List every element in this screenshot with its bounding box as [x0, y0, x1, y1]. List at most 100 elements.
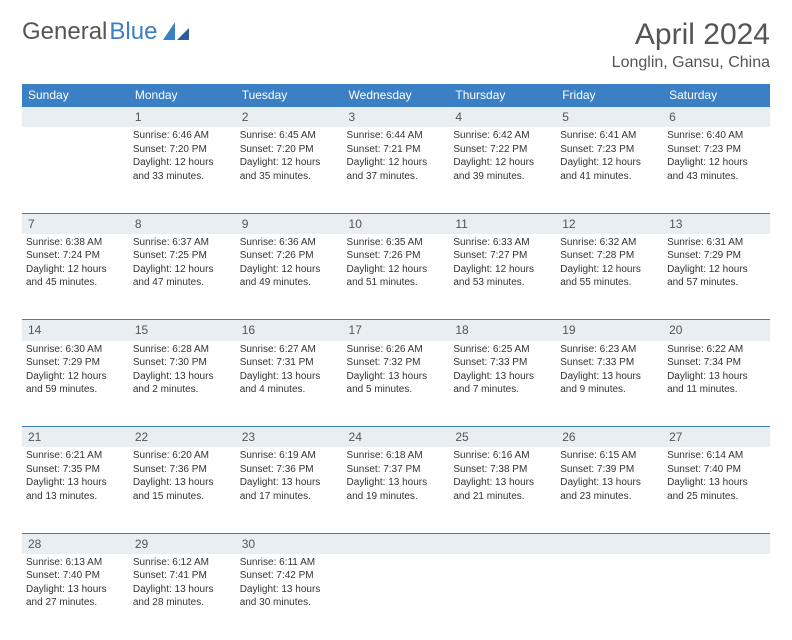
day-cell: Sunrise: 6:38 AMSunset: 7:24 PMDaylight:… [22, 234, 129, 320]
day-cell: Sunrise: 6:15 AMSunset: 7:39 PMDaylight:… [556, 447, 663, 533]
day-detail-line: Sunrise: 6:36 AM [240, 236, 339, 250]
weekday-header: Tuesday [236, 84, 343, 107]
day-number [556, 533, 663, 554]
day-number: 22 [129, 427, 236, 448]
day-cell: Sunrise: 6:45 AMSunset: 7:20 PMDaylight:… [236, 127, 343, 213]
day-number: 11 [449, 213, 556, 234]
day-detail-line: Sunrise: 6:22 AM [667, 343, 766, 357]
day-number: 10 [343, 213, 450, 234]
day-number: 25 [449, 427, 556, 448]
day-detail-line: Daylight: 13 hours [453, 370, 552, 384]
daynum-row: 123456 [22, 107, 770, 128]
day-detail-line: Sunset: 7:21 PM [347, 143, 446, 157]
day-cell [343, 554, 450, 640]
weekday-header: Thursday [449, 84, 556, 107]
day-detail-line: Daylight: 12 hours [667, 156, 766, 170]
day-cell: Sunrise: 6:21 AMSunset: 7:35 PMDaylight:… [22, 447, 129, 533]
day-number: 1 [129, 107, 236, 128]
day-detail-line: and 11 minutes. [667, 383, 766, 397]
day-detail-line: Daylight: 12 hours [133, 156, 232, 170]
logo-text-general: General [22, 18, 107, 46]
day-detail-line: Sunset: 7:26 PM [240, 249, 339, 263]
day-detail-line: Sunrise: 6:20 AM [133, 449, 232, 463]
day-detail-line: Sunrise: 6:35 AM [347, 236, 446, 250]
day-content-row: Sunrise: 6:30 AMSunset: 7:29 PMDaylight:… [22, 341, 770, 427]
day-detail-line: Daylight: 13 hours [26, 476, 125, 490]
day-cell: Sunrise: 6:13 AMSunset: 7:40 PMDaylight:… [22, 554, 129, 640]
day-detail-line: Sunset: 7:28 PM [560, 249, 659, 263]
day-number: 26 [556, 427, 663, 448]
day-detail-line: Sunrise: 6:30 AM [26, 343, 125, 357]
day-detail-line: Sunset: 7:36 PM [133, 463, 232, 477]
day-detail-line: and 55 minutes. [560, 276, 659, 290]
day-detail-line: and 59 minutes. [26, 383, 125, 397]
calendar-table: Sunday Monday Tuesday Wednesday Thursday… [22, 84, 770, 640]
day-detail-line: Daylight: 12 hours [347, 156, 446, 170]
weekday-header: Friday [556, 84, 663, 107]
location: Longlin, Gansu, China [612, 54, 770, 72]
day-detail-line: and 49 minutes. [240, 276, 339, 290]
day-cell [556, 554, 663, 640]
day-detail-line: Sunset: 7:20 PM [240, 143, 339, 157]
day-detail-line: and 17 minutes. [240, 490, 339, 504]
day-detail-line: Daylight: 13 hours [347, 476, 446, 490]
day-detail-line: and 28 minutes. [133, 596, 232, 610]
weekday-header: Saturday [663, 84, 770, 107]
day-detail-line: Daylight: 12 hours [26, 370, 125, 384]
day-detail-line: and 37 minutes. [347, 170, 446, 184]
day-detail-line: Sunset: 7:38 PM [453, 463, 552, 477]
day-detail-line: Sunrise: 6:16 AM [453, 449, 552, 463]
day-detail-line: Daylight: 13 hours [26, 583, 125, 597]
day-cell: Sunrise: 6:44 AMSunset: 7:21 PMDaylight:… [343, 127, 450, 213]
day-detail-line: and 15 minutes. [133, 490, 232, 504]
day-detail-line: Daylight: 13 hours [133, 583, 232, 597]
daynum-row: 282930 [22, 533, 770, 554]
day-cell: Sunrise: 6:14 AMSunset: 7:40 PMDaylight:… [663, 447, 770, 533]
day-detail-line: Daylight: 12 hours [560, 156, 659, 170]
day-detail-line: Sunrise: 6:26 AM [347, 343, 446, 357]
day-detail-line: and 35 minutes. [240, 170, 339, 184]
day-number: 27 [663, 427, 770, 448]
day-content-row: Sunrise: 6:13 AMSunset: 7:40 PMDaylight:… [22, 554, 770, 640]
day-number: 15 [129, 320, 236, 341]
day-cell: Sunrise: 6:28 AMSunset: 7:30 PMDaylight:… [129, 341, 236, 427]
day-cell [22, 127, 129, 213]
day-number: 5 [556, 107, 663, 128]
day-detail-line: and 21 minutes. [453, 490, 552, 504]
day-detail-line: Sunrise: 6:42 AM [453, 129, 552, 143]
day-detail-line: and 45 minutes. [26, 276, 125, 290]
day-number: 14 [22, 320, 129, 341]
day-detail-line: Sunrise: 6:31 AM [667, 236, 766, 250]
day-detail-line: and 39 minutes. [453, 170, 552, 184]
day-cell: Sunrise: 6:46 AMSunset: 7:20 PMDaylight:… [129, 127, 236, 213]
day-detail-line: Sunset: 7:35 PM [26, 463, 125, 477]
day-number: 29 [129, 533, 236, 554]
day-content-row: Sunrise: 6:46 AM Sunset: 7:20 PM Daylight:… [22, 127, 770, 213]
day-number: 23 [236, 427, 343, 448]
day-detail-line: Sunrise: 6:44 AM [347, 129, 446, 143]
day-number [663, 533, 770, 554]
weekday-header: Sunday [22, 84, 129, 107]
page-header: GeneralBlue April 2024 Longlin, Gansu, C… [22, 18, 770, 72]
day-cell: Sunrise: 6:23 AMSunset: 7:33 PMDaylight:… [556, 341, 663, 427]
day-cell: Sunrise: 6:37 AMSunset: 7:25 PMDaylight:… [129, 234, 236, 320]
day-detail-line: and 53 minutes. [453, 276, 552, 290]
day-number: 20 [663, 320, 770, 341]
day-cell: Sunrise: 6:22 AMSunset: 7:34 PMDaylight:… [663, 341, 770, 427]
day-detail-line: Sunrise: 6:11 AM [240, 556, 339, 570]
weekday-header: Monday [129, 84, 236, 107]
day-cell: Sunrise: 6:18 AMSunset: 7:37 PMDaylight:… [343, 447, 450, 533]
day-number [449, 533, 556, 554]
day-detail-line: and 9 minutes. [560, 383, 659, 397]
day-number: 21 [22, 427, 129, 448]
logo: GeneralBlue [22, 18, 191, 46]
day-number: 8 [129, 213, 236, 234]
day-detail-line: Sunset: 7:29 PM [26, 356, 125, 370]
day-detail-line: and 23 minutes. [560, 490, 659, 504]
day-detail-line: Sunrise: 6:46 AM [133, 129, 232, 143]
day-cell: Sunrise: 6:19 AMSunset: 7:36 PMDaylight:… [236, 447, 343, 533]
day-detail-line: Sunset: 7:42 PM [240, 569, 339, 583]
day-detail-line: and 5 minutes. [347, 383, 446, 397]
day-detail-line: Sunset: 7:33 PM [560, 356, 659, 370]
day-content-row: Sunrise: 6:38 AMSunset: 7:24 PMDaylight:… [22, 234, 770, 320]
